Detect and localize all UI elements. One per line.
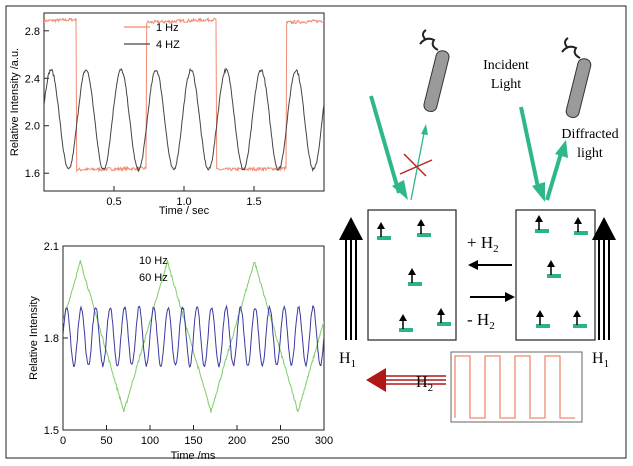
chart-0-ytick-label: 2.8 xyxy=(25,26,40,38)
dipole xyxy=(437,308,451,326)
chart-1-xtick-label: 150 xyxy=(184,435,202,447)
figure-border xyxy=(5,5,627,459)
chart-0-series-0 xyxy=(44,16,324,173)
chart-1-ytick-label: 1.8 xyxy=(44,333,59,345)
incident-beam-left-head xyxy=(392,180,408,200)
incident-light-label-2: Light xyxy=(491,77,521,92)
cross-mark xyxy=(403,153,427,177)
chart-0-ytick-label: 2.4 xyxy=(25,73,40,85)
cross-mark-2 xyxy=(399,159,433,175)
chart-1-xtick-label: 250 xyxy=(271,435,289,447)
dipole xyxy=(417,219,431,237)
h1-field-arrow-left xyxy=(339,217,363,340)
dipole xyxy=(536,310,550,328)
chart-0-xtick-label: 1.0 xyxy=(176,196,191,208)
chart-1-xtick-label: 50 xyxy=(100,435,112,447)
diagram: Incident Light Diffracted light H1 H1 + … xyxy=(339,29,619,423)
light-source-right xyxy=(561,37,592,119)
chart-0-xtick-label: 1.5 xyxy=(246,196,261,208)
chart-0-ytick-label: 2.0 xyxy=(25,121,40,133)
plus-h2-label: + H2 xyxy=(467,233,499,255)
diffracted-light-label-2: light xyxy=(577,146,603,161)
minus-h2-label: - H2 xyxy=(467,310,495,332)
chart-bottom-xlabel: Time /ms xyxy=(171,450,216,462)
h2-modulation-arrow xyxy=(366,368,446,392)
square-wave-box xyxy=(450,351,583,423)
dipole xyxy=(408,268,422,286)
chart-top-ylabel: Relative Intensity /a.u. xyxy=(9,48,21,156)
chart-1-xtick-label: 100 xyxy=(141,435,159,447)
sample-box-right xyxy=(515,209,596,341)
incident-beam-left xyxy=(369,95,401,194)
chart-1-series-0 xyxy=(63,259,324,413)
dipole xyxy=(377,222,391,240)
chart-1-ytick-label: 2.1 xyxy=(44,241,59,253)
h1-label-right: H1 xyxy=(592,350,609,370)
chart-1-series-1 xyxy=(63,304,324,368)
chart-1-xtick-label: 300 xyxy=(315,435,333,447)
dipole xyxy=(573,310,587,328)
chart-0-legend-label: 4 HZ xyxy=(156,39,180,51)
chart-0-ytick-label: 1.6 xyxy=(25,168,40,180)
chart-1-xtick-label: 200 xyxy=(228,435,246,447)
dipole xyxy=(399,314,413,332)
square-wave xyxy=(454,355,575,419)
diffracted-light-label-1: Diffracted xyxy=(561,127,618,142)
chart-0-xtick-label: 0.5 xyxy=(106,196,121,208)
chart-bottom: 0 50 100 150 200 250 300 1.5 1.8 2.1 Time /ms Rel… xyxy=(28,241,333,462)
h1-field-arrow-right xyxy=(592,217,616,340)
light-source-left xyxy=(419,29,450,112)
chart-0-series-1 xyxy=(44,67,324,173)
chart-top: 0.5 1.0 1.5 1.6 2.0 2.4 2.8 Time / sec Relativ… xyxy=(9,12,325,217)
dipole xyxy=(547,260,561,278)
chart-bottom-ylabel: Relative Intensity xyxy=(28,296,40,380)
chart-1-legend-label: 60 Hz xyxy=(139,272,168,284)
sample-box-left xyxy=(367,209,457,341)
h2-label-bottom: H2 xyxy=(416,374,433,394)
dipole xyxy=(574,217,588,235)
dipole xyxy=(535,215,549,233)
diffracted-beam-right xyxy=(545,149,564,201)
chart-top-xlabel: Time / sec xyxy=(159,205,210,217)
h1-label-left: H1 xyxy=(339,350,356,370)
chart-1-ytick-label: 1.5 xyxy=(44,425,59,437)
chart-1-xtick-label: 0 xyxy=(60,435,66,447)
chart-1-legend-label: 10 Hz xyxy=(139,255,168,267)
incident-light-label-1: Incident xyxy=(483,58,529,73)
incident-beam-right xyxy=(519,106,541,193)
blocked-diffracted-beam xyxy=(410,127,426,201)
chart-0-legend-label: 1 Hz xyxy=(156,22,179,34)
